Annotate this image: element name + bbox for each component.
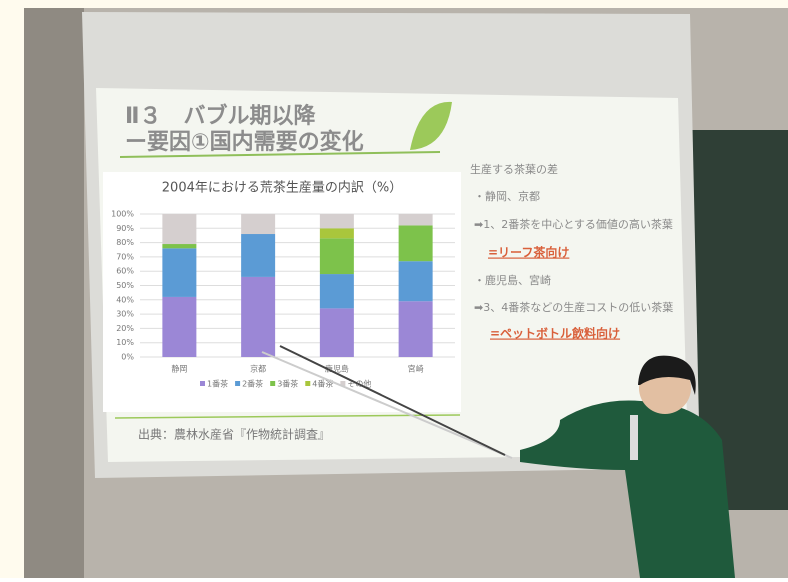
- slide-title: Ⅱ３ バブル期以降: [125, 103, 316, 129]
- bar-segment: [162, 248, 196, 297]
- y-tick-label: 20%: [116, 324, 134, 333]
- legend-swatch: [305, 381, 310, 386]
- legend-label: 3番茶: [277, 379, 298, 389]
- bar-segment: [162, 244, 196, 248]
- photo: Ⅱ３ バブル期以降 ー要因①国内需要の変化 生産する茶葉の差・静岡、京都 ➡1、2…: [0, 0, 788, 578]
- bar-segment: [162, 297, 196, 357]
- y-tick-label: 60%: [116, 267, 134, 276]
- legend-swatch: [270, 381, 275, 386]
- note-line: ➡3、4番茶などの生産コストの低い茶葉: [474, 300, 673, 314]
- bar-segment: [320, 228, 354, 238]
- note-line: =リーフ茶向け: [488, 245, 569, 260]
- chart-title: 2004年における荒茶生産量の内訳（%）: [162, 180, 402, 196]
- y-tick-label: 30%: [116, 310, 134, 319]
- bar-segment: [320, 214, 354, 228]
- bar-segment: [399, 301, 433, 357]
- y-tick-label: 90%: [116, 224, 134, 233]
- y-tick-label: 70%: [116, 252, 134, 261]
- bar-segment: [399, 214, 433, 225]
- note-line: ・鹿児島、宮崎: [474, 273, 551, 287]
- y-tick-label: 80%: [116, 238, 134, 247]
- left-wall: [24, 8, 84, 578]
- note-line: ➡1、2番茶を中心とする価値の高い茶葉: [474, 217, 673, 231]
- x-tick-label: 静岡: [171, 364, 187, 374]
- bar-segment: [241, 277, 275, 357]
- bar-segment: [162, 214, 196, 244]
- legend-label: 2番茶: [242, 379, 263, 389]
- microphone: [630, 415, 638, 460]
- y-tick-label: 0%: [121, 353, 134, 362]
- y-tick-label: 50%: [116, 281, 134, 290]
- legend-swatch: [200, 381, 205, 386]
- bar-segment: [320, 308, 354, 357]
- x-tick-label: 京都: [250, 364, 266, 374]
- legend-swatch: [235, 381, 240, 386]
- y-tick-label: 10%: [116, 338, 134, 347]
- note-line: ・静岡、京都: [474, 189, 540, 203]
- y-tick-label: 100%: [111, 210, 134, 219]
- bar-segment: [399, 225, 433, 261]
- bar-segment: [320, 238, 354, 274]
- legend-label: 1番茶: [207, 379, 228, 389]
- bar-segment: [241, 234, 275, 277]
- note-line: =ペットボトル飲料向け: [490, 326, 620, 341]
- x-tick-label: 宮崎: [408, 364, 424, 374]
- source: 出典：農林水産省『作物統計調査』: [138, 427, 330, 442]
- bar-segment: [399, 261, 433, 301]
- bar-segment: [241, 214, 275, 234]
- note-line: 生産する茶葉の差: [470, 162, 558, 176]
- slide-subtitle: ー要因①国内需要の変化: [125, 129, 364, 155]
- y-tick-label: 40%: [116, 295, 134, 304]
- bar-segment: [320, 274, 354, 308]
